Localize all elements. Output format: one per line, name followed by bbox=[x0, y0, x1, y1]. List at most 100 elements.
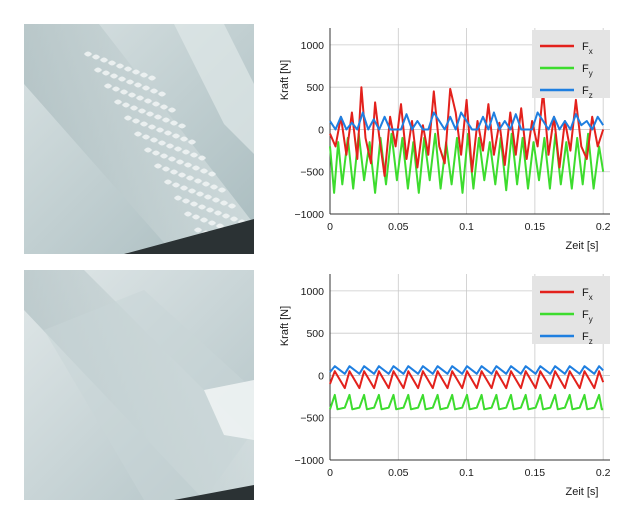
wear-mark bbox=[188, 188, 196, 194]
wear-mark bbox=[84, 51, 92, 57]
wear-mark bbox=[194, 178, 202, 184]
legend-label-sub: y bbox=[589, 315, 593, 324]
y-tick-label: 1000 bbox=[301, 40, 325, 52]
legend-label-base: F bbox=[582, 309, 589, 321]
wear-mark bbox=[172, 182, 180, 188]
series-line-fz bbox=[329, 365, 604, 375]
wear-mark bbox=[150, 137, 158, 143]
wear-mark bbox=[190, 152, 198, 158]
x-axis-label: Zeit [s] bbox=[565, 486, 598, 498]
wear-mark bbox=[200, 168, 208, 174]
wear-mark bbox=[110, 73, 118, 79]
wear-mark bbox=[198, 204, 206, 210]
wear-mark bbox=[204, 194, 212, 200]
wear-mark bbox=[172, 133, 180, 139]
wear-mark bbox=[198, 155, 206, 161]
wear-mark bbox=[132, 69, 140, 75]
tool-wear-image-bottom bbox=[24, 270, 254, 500]
series-line-fz bbox=[329, 111, 605, 131]
wear-mark bbox=[192, 165, 200, 171]
wear-mark bbox=[180, 136, 188, 142]
wear-mark bbox=[146, 111, 154, 117]
legend-box bbox=[532, 30, 610, 98]
wear-mark bbox=[114, 99, 122, 105]
wear-mark bbox=[92, 54, 100, 60]
wear-mark bbox=[200, 217, 208, 223]
wear-mark bbox=[134, 82, 142, 88]
dark-edge-top bbox=[124, 219, 254, 254]
legend-label-sub: y bbox=[589, 69, 593, 78]
wear-mark bbox=[120, 89, 128, 95]
wear-mark bbox=[144, 98, 152, 104]
x-tick-label: 0.15 bbox=[525, 221, 546, 233]
wear-mark bbox=[166, 143, 174, 149]
legend-label-fz: Fz bbox=[582, 331, 593, 346]
wear-mark bbox=[192, 214, 200, 220]
wear-mark bbox=[138, 108, 146, 114]
chart-axes: −1000 −500 0 500 1000 0 0.05 0.1 0.15 0.2 bbox=[295, 274, 611, 479]
wear-mark bbox=[184, 211, 192, 217]
legend-label-base: F bbox=[582, 331, 589, 343]
y-axis-label: Kraft [N] bbox=[279, 306, 291, 346]
wear-mark bbox=[160, 153, 168, 159]
wear-mark bbox=[218, 187, 226, 193]
legend-label-sub: z bbox=[589, 337, 593, 346]
wear-mark bbox=[208, 171, 216, 177]
dark-edge-bottom bbox=[174, 485, 254, 500]
y-tick-label: 0 bbox=[318, 370, 324, 382]
wear-mark bbox=[206, 207, 214, 213]
wear-mark bbox=[152, 101, 160, 107]
y-tick-label: 1000 bbox=[301, 286, 325, 298]
wear-mark bbox=[230, 216, 238, 222]
wear-mark bbox=[128, 92, 136, 98]
wear-mark bbox=[124, 66, 132, 72]
legend-label-fy: Fy bbox=[582, 309, 593, 324]
legend-label-sub: x bbox=[589, 47, 593, 56]
wear-mark bbox=[174, 146, 182, 152]
wear-mark bbox=[168, 107, 176, 113]
wear-mark bbox=[222, 213, 230, 219]
tool-wear-image-top bbox=[24, 24, 254, 254]
wear-mark bbox=[102, 70, 110, 76]
wear-mark bbox=[116, 63, 124, 69]
wear-mark bbox=[210, 184, 218, 190]
wear-mark bbox=[178, 123, 186, 129]
wear-mark bbox=[144, 147, 152, 153]
y-axis-label: Kraft [N] bbox=[279, 60, 291, 100]
wear-mark bbox=[158, 91, 166, 97]
x-tick-label: 0 bbox=[327, 467, 333, 479]
legend-label-base: F bbox=[582, 85, 589, 97]
x-tick-label: 0.05 bbox=[388, 467, 409, 479]
wear-mark bbox=[212, 197, 220, 203]
series-line-fy bbox=[329, 393, 604, 411]
y-tick-label: −500 bbox=[300, 413, 324, 425]
legend-label-fz: Fz bbox=[582, 85, 593, 100]
wear-mark bbox=[150, 88, 158, 94]
wear-mark bbox=[188, 139, 196, 145]
wear-mark bbox=[126, 79, 134, 85]
wear-mark bbox=[142, 134, 150, 140]
wear-mark bbox=[124, 115, 132, 121]
wear-mark bbox=[228, 203, 236, 209]
wear-mark bbox=[94, 67, 102, 73]
x-tick-label: 0.05 bbox=[388, 221, 409, 233]
wear-mark bbox=[178, 172, 186, 178]
wear-mark bbox=[100, 57, 108, 63]
wear-mark bbox=[142, 85, 150, 91]
surface-highlight-bottom bbox=[204, 380, 254, 440]
wear-mark bbox=[162, 166, 170, 172]
wear-mark bbox=[154, 114, 162, 120]
wear-mark bbox=[190, 201, 198, 207]
wear-mark bbox=[180, 185, 188, 191]
wear-mark bbox=[152, 150, 160, 156]
legend-label-fx: Fx bbox=[582, 41, 593, 56]
wear-mark bbox=[148, 124, 156, 130]
legend-label-base: F bbox=[582, 63, 589, 75]
x-tick-label: 0.1 bbox=[459, 221, 474, 233]
legend-label-sub: z bbox=[589, 91, 593, 100]
wear-mark bbox=[164, 130, 172, 136]
x-tick-label: 0.15 bbox=[525, 467, 546, 479]
